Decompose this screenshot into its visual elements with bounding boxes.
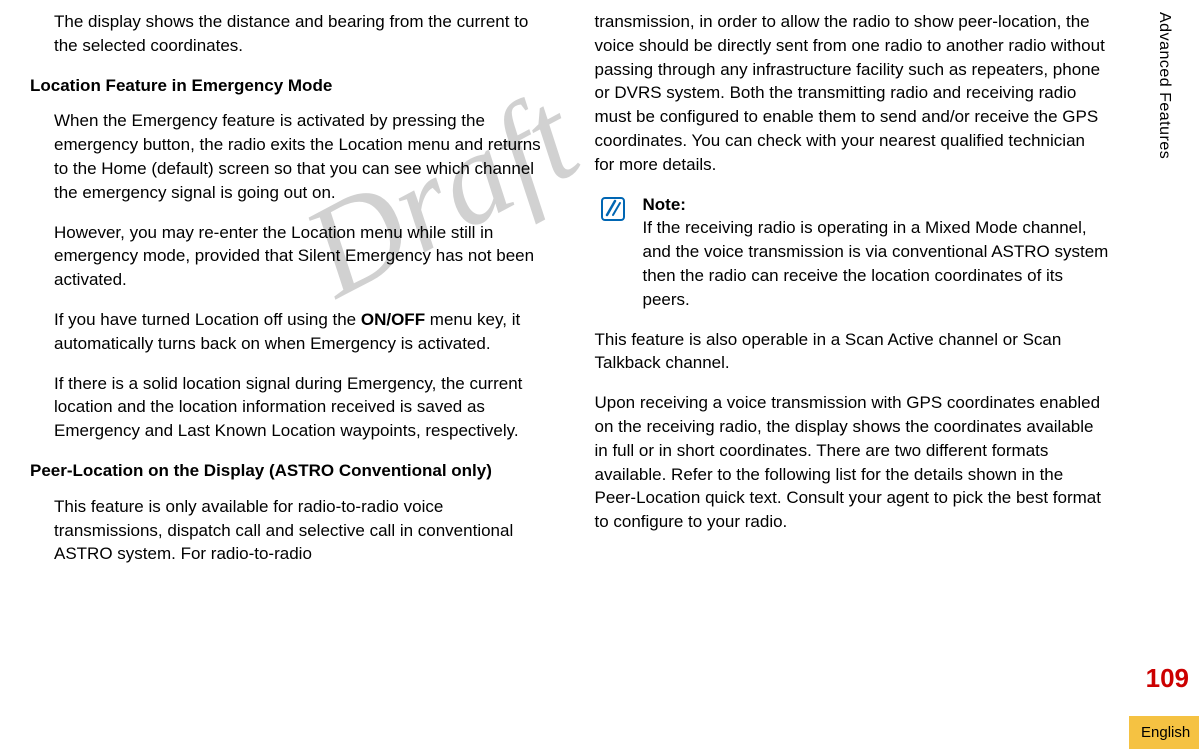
para-solid-signal: If there is a solid location signal duri… <box>30 372 545 443</box>
side-rail: Advanced Features 109 English <box>1129 0 1199 749</box>
note-body: If the receiving radio is operating in a… <box>643 218 1109 308</box>
left-column: The display shows the distance and beari… <box>30 10 545 739</box>
page-number: 109 <box>1146 663 1189 694</box>
para-reenter-location: However, you may re-enter the Location m… <box>30 221 545 292</box>
note-content: Note: If the receiving radio is operatin… <box>643 193 1110 312</box>
para-onoff-a: If you have turned Location off using th… <box>54 310 361 329</box>
para-coords-display: Upon receiving a voice transmission with… <box>595 391 1110 534</box>
note-block: Note: If the receiving radio is operatin… <box>595 193 1110 312</box>
content-area: The display shows the distance and beari… <box>0 0 1129 749</box>
right-column: transmission, in order to allow the radi… <box>595 10 1110 739</box>
heading-peer-location: Peer-Location on the Display (ASTRO Conv… <box>30 459 545 483</box>
language-tab: English <box>1129 716 1199 749</box>
para-peer-intro: This feature is only available for radio… <box>30 495 545 566</box>
para-onoff: If you have turned Location off using th… <box>30 308 545 356</box>
note-label: Note: <box>643 193 1110 217</box>
page-container: The display shows the distance and beari… <box>0 0 1199 749</box>
para-emergency-activate: When the Emergency feature is activated … <box>30 109 545 204</box>
para-scan-active: This feature is also operable in a Scan … <box>595 328 1110 376</box>
para-distance-bearing: The display shows the distance and beari… <box>30 10 545 58</box>
heading-emergency-mode: Location Feature in Emergency Mode <box>30 74 545 98</box>
note-icon <box>599 195 627 312</box>
section-header: Advanced Features <box>1155 12 1173 159</box>
onoff-bold: ON/OFF <box>361 310 425 329</box>
para-transmission: transmission, in order to allow the radi… <box>595 10 1110 177</box>
